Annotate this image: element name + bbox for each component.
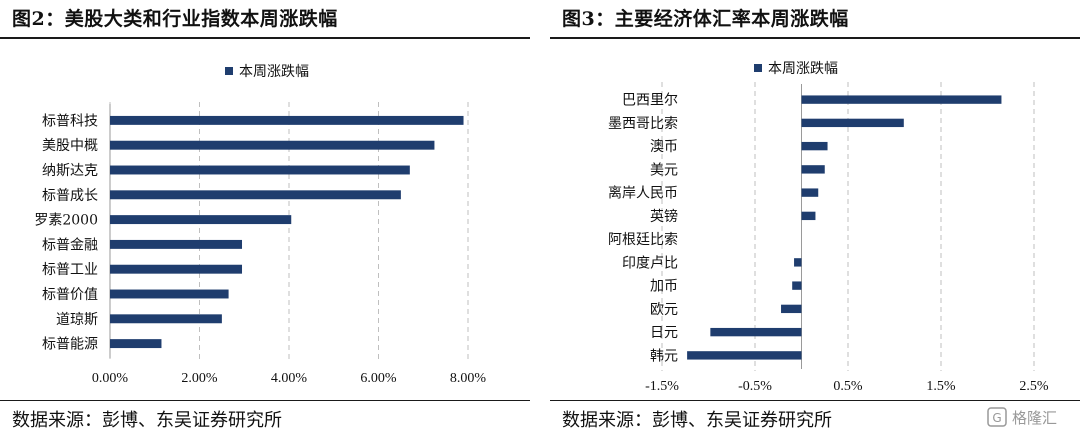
legend-swatch	[754, 64, 762, 72]
bar	[792, 281, 802, 290]
x-tick-label: 4.00%	[271, 371, 308, 386]
x-tick-label: 0.5%	[833, 379, 863, 394]
bar	[801, 95, 1002, 104]
x-tick-label: -1.5%	[645, 379, 679, 394]
bar	[110, 239, 243, 249]
category-label: 纳斯达克	[42, 163, 98, 179]
bar	[110, 339, 162, 349]
right-chart-title: 图3：主要经济体汇率本周涨跌幅	[562, 8, 849, 30]
category-label: 澳币	[650, 139, 678, 155]
bar	[110, 140, 435, 150]
x-tick-label: 6.00%	[360, 371, 397, 386]
right-chart-panel: 图3：主要经济体汇率本周涨跌幅 本周涨跌幅 -1.5% -0.5% 0.5% 1.5% 2…	[550, 0, 1080, 435]
category-label: 标普能源	[42, 337, 98, 353]
left-chart-panel: 图2：美股大类和行业指数本周涨跌幅 本周涨跌幅 0.00% 2.00% 4.00% 6.…	[0, 0, 530, 435]
bar	[794, 258, 802, 267]
x-tick-label: 2.00%	[181, 371, 218, 386]
category-label: 英镑	[650, 208, 678, 225]
category-label: 离岸人民币	[608, 185, 678, 202]
right-source-rule	[550, 400, 1080, 401]
category-label: 道琼斯	[56, 312, 98, 328]
watermark-text: 格隆汇	[1012, 409, 1057, 427]
category-label: 美股中概	[42, 138, 98, 154]
bar	[110, 190, 401, 200]
category-label: 巴西里尔	[622, 93, 678, 109]
category-label: 印度卢比	[622, 255, 678, 271]
category-label: 韩元	[650, 348, 678, 364]
category-label: 标普价值	[42, 287, 98, 303]
category-label: 阿根廷比索	[608, 231, 678, 248]
x-tick-label: 8.00%	[450, 371, 487, 386]
bar	[110, 289, 229, 299]
x-tick-label: 2.5%	[1019, 379, 1049, 394]
bar	[110, 215, 292, 225]
category-label: 标普工业	[42, 262, 98, 278]
bar	[110, 115, 464, 125]
category-label: 加币	[650, 279, 678, 295]
bar	[801, 141, 828, 151]
x-tick-label: -0.5%	[738, 379, 772, 394]
legend-label: 本周涨跌幅	[768, 61, 838, 77]
right-title-rule	[550, 37, 1080, 39]
bar	[801, 118, 904, 128]
bar	[110, 165, 410, 175]
category-label: 标普金融	[42, 237, 98, 253]
legend-label: 本周涨跌幅	[239, 64, 309, 80]
svg-text:G: G	[992, 411, 1001, 425]
left-title-rule	[0, 37, 530, 39]
bar	[801, 188, 819, 197]
bar	[687, 351, 802, 360]
category-label: 欧元	[650, 302, 678, 318]
x-tick-label: 1.5%	[926, 379, 956, 394]
right-bar-chart: 本周涨跌幅 -1.5% -0.5% 0.5% 1.5% 2.5% 巴西里尔墨西哥比索澳币美元…	[608, 61, 1049, 394]
bar	[801, 165, 825, 174]
legend-swatch	[225, 67, 233, 75]
bar	[781, 304, 802, 314]
right-source-note: 数据来源：彭博、东吴证券研究所	[562, 410, 832, 431]
left-source-rule	[0, 400, 530, 401]
category-label: 美元	[650, 162, 678, 178]
bar	[110, 264, 243, 274]
bar	[801, 211, 816, 221]
bar	[710, 327, 802, 337]
category-label: 标普科技	[42, 113, 98, 129]
category-label: 罗素2000	[34, 213, 98, 229]
watermark-logo: G 格隆汇	[987, 407, 1057, 427]
category-label: 日元	[650, 325, 678, 341]
bar	[110, 314, 222, 324]
left-source-note: 数据来源：彭博、东吴证券研究所	[12, 410, 282, 431]
category-label: 墨西哥比索	[608, 115, 678, 132]
left-bar-chart: 本周涨跌幅 0.00% 2.00% 4.00% 6.00% 8.00% 标普科技美股中概纳斯…	[34, 64, 487, 386]
left-chart-title: 图2：美股大类和行业指数本周涨跌幅	[12, 8, 338, 30]
category-label: 标普成长	[42, 188, 98, 204]
x-tick-label: 0.00%	[92, 371, 129, 386]
